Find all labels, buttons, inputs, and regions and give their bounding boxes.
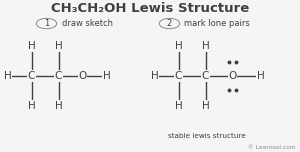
Text: H: H [202,101,209,111]
Text: C: C [55,71,62,81]
Text: mark lone pairs: mark lone pairs [184,19,250,28]
Text: H: H [175,41,182,51]
Text: H: H [257,71,265,81]
Text: © Learnool.com: © Learnool.com [248,145,296,150]
Text: O: O [78,71,87,81]
Text: 1: 1 [44,19,49,28]
Text: H: H [55,101,62,111]
Text: 2: 2 [167,19,172,28]
Text: H: H [28,41,35,51]
Text: C: C [28,71,35,81]
Text: O: O [228,71,237,81]
Text: C: C [202,71,209,81]
Text: draw sketch: draw sketch [61,19,112,28]
Text: H: H [4,71,11,81]
Text: H: H [151,71,158,81]
Text: C: C [175,71,182,81]
Text: H: H [175,101,182,111]
Text: H: H [28,101,35,111]
Text: CH₃CH₂OH Lewis Structure: CH₃CH₂OH Lewis Structure [51,2,249,15]
Text: stable lewis structure: stable lewis structure [168,133,246,139]
Text: H: H [202,41,209,51]
Text: H: H [55,41,62,51]
Text: H: H [103,71,110,81]
